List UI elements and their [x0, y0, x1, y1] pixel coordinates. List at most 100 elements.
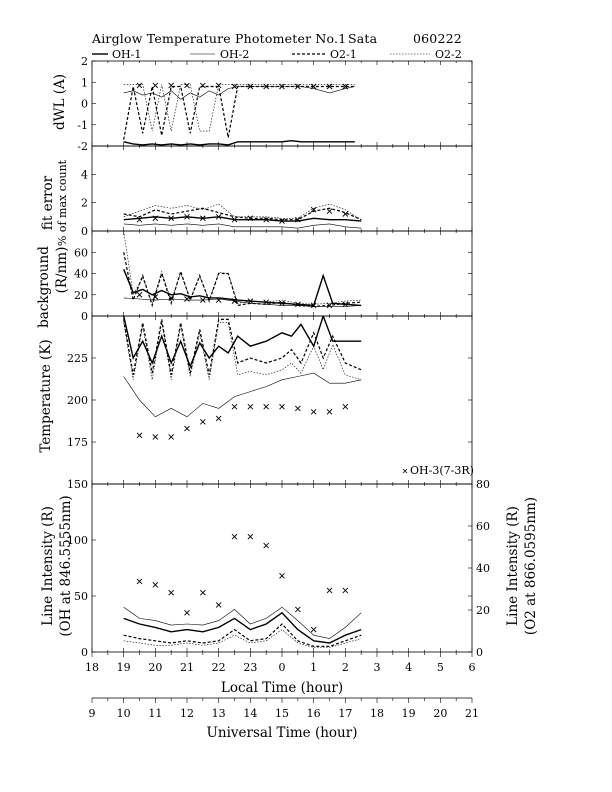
oh3-marker	[231, 83, 238, 90]
series-line-oh-1	[123, 216, 362, 222]
x-tick-label-ut: 19	[402, 707, 416, 720]
ylabel-fiterror-line2: % of max count	[56, 159, 69, 246]
y-tick-label: 20	[74, 289, 88, 302]
temperature-annotation: OH-3(7-3R)	[410, 464, 474, 477]
y2-tick-label: 20	[476, 604, 490, 617]
x-tick-label-local: 19	[117, 661, 131, 674]
chart-title: Airglow Temperature Photometer No.1	[91, 31, 346, 46]
oh3-marker	[295, 405, 301, 412]
x-tick-label-local: 22	[212, 661, 226, 674]
oh3-marker	[168, 82, 174, 89]
x-tick-label-local: 20	[148, 661, 162, 674]
oh3-marker	[342, 587, 349, 594]
oh3-marker	[136, 578, 143, 585]
y-tick-label: 0	[81, 98, 88, 111]
legend: OH-1 OH-2 O2-1 O2-2	[92, 48, 462, 61]
series-line-oh-1	[123, 316, 362, 369]
x-tick-label-local: 2	[342, 661, 349, 674]
oh3-marker	[295, 301, 301, 308]
oh3-marker	[326, 83, 333, 90]
oh3-marker	[247, 298, 254, 304]
x-tick-label-local: 18	[85, 661, 99, 674]
ylabel-intensity-left: Line Intensity (R) (OH at 846.5555nm)	[40, 495, 74, 636]
oh3-marker	[310, 206, 317, 213]
oh3-marker	[263, 403, 269, 410]
y2-tick-label: 0	[476, 646, 483, 659]
oh3-marker	[279, 218, 285, 224]
oh3-marker	[200, 589, 206, 596]
oh3-marker	[310, 83, 317, 90]
oh3-marker	[168, 295, 174, 301]
series-group	[123, 231, 362, 309]
oh3-marker	[342, 403, 349, 410]
series-line-o2-2	[123, 322, 362, 381]
series-line-oh-1	[123, 611, 362, 644]
series-line-o2-1	[123, 318, 362, 375]
oh3-marker	[342, 301, 349, 308]
ylabel-intensity-right: Line Intensity (R) (O2 at 866.0595nm)	[505, 497, 539, 635]
oh3-marker	[247, 83, 254, 90]
oh3-marker	[168, 589, 174, 596]
xlabel-local: Local Time (hour)	[221, 680, 343, 696]
oh3-marker	[247, 403, 254, 410]
legend-label-o2-2: O2-2	[435, 48, 462, 61]
series-line-oh-2	[123, 606, 362, 639]
x-axes: 18 19 20 21 22 23 0 1 2 3 4 5 69 10 11 12 13 14 15 16 17 18 19…	[85, 652, 479, 720]
annotation-marker	[402, 468, 408, 474]
oh3-marker	[184, 609, 190, 616]
oh3-marker	[200, 82, 206, 89]
y-tick-label: 1	[81, 76, 88, 89]
ylabel-background: background (R/nm)	[36, 246, 70, 328]
panel-1: 2 1 0 -1 -2	[77, 55, 473, 153]
y-tick-label: 100	[67, 534, 88, 547]
oh3-marker	[263, 542, 269, 549]
oh3-marker	[279, 83, 285, 90]
oh3-marker	[200, 419, 206, 425]
series-line-oh-2	[123, 86, 355, 100]
y-tick-label: 0	[81, 646, 88, 659]
oh3-marker	[310, 302, 317, 309]
y-tick-label: 4	[81, 168, 88, 181]
oh3-marker	[136, 432, 143, 439]
x-tick-label-ut: 20	[433, 707, 447, 720]
series-group	[123, 82, 355, 146]
legend-label-oh-2: OH-2	[220, 48, 249, 61]
series-group	[123, 316, 362, 440]
x-tick-label-ut: 13	[212, 707, 226, 720]
oh3-marker	[263, 299, 269, 306]
oh3-marker	[263, 83, 269, 90]
oh3-marker	[279, 403, 285, 410]
oh3-marker	[295, 83, 301, 90]
oh3-marker	[231, 216, 238, 223]
y-tick-label: 200	[67, 394, 88, 407]
y-tick-label: -1	[77, 119, 88, 132]
panel-4: 225 200 175	[67, 315, 473, 485]
oh3-marker	[326, 208, 333, 214]
oh3-marker	[152, 294, 159, 300]
y-tick-label: 0	[81, 310, 88, 323]
x-tick-label-local: 4	[405, 661, 412, 674]
date-label: 060222	[413, 31, 462, 46]
ylabel-intensity-left-line1: Line Intensity (R)	[40, 506, 56, 626]
oh3-marker	[152, 434, 159, 440]
series-line-o2-1	[123, 623, 362, 647]
oh3-marker	[184, 214, 190, 220]
panel-frame	[91, 483, 473, 653]
oh3-marker	[295, 216, 301, 223]
y-tick-label: 2	[81, 197, 88, 210]
series-line-oh-2	[123, 372, 362, 418]
site-name: Sata	[348, 31, 378, 46]
x-tick-label-local: 5	[437, 661, 444, 674]
oh3-marker	[184, 82, 190, 89]
series-line-oh-2	[123, 297, 362, 307]
panel-frame	[91, 145, 473, 232]
oh3-marker	[136, 216, 143, 223]
x-tick-label-local: 21	[180, 661, 194, 674]
oh3-marker	[342, 211, 349, 217]
series-line-o2-2	[123, 231, 362, 305]
oh3-marker	[215, 297, 222, 303]
legend-label-o2-1: O2-1	[330, 48, 357, 61]
oh3-marker	[215, 214, 222, 220]
x-tick-label-ut: 12	[180, 707, 194, 720]
